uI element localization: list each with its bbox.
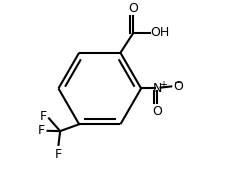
Text: O: O: [128, 2, 138, 15]
Text: −: −: [174, 78, 182, 88]
Text: +: +: [159, 80, 167, 90]
Text: F: F: [40, 110, 47, 123]
Text: F: F: [55, 148, 62, 161]
Text: F: F: [38, 124, 45, 137]
Text: N: N: [153, 82, 162, 95]
Text: O: O: [153, 105, 162, 118]
Text: O: O: [173, 80, 183, 93]
Text: OH: OH: [150, 26, 169, 39]
